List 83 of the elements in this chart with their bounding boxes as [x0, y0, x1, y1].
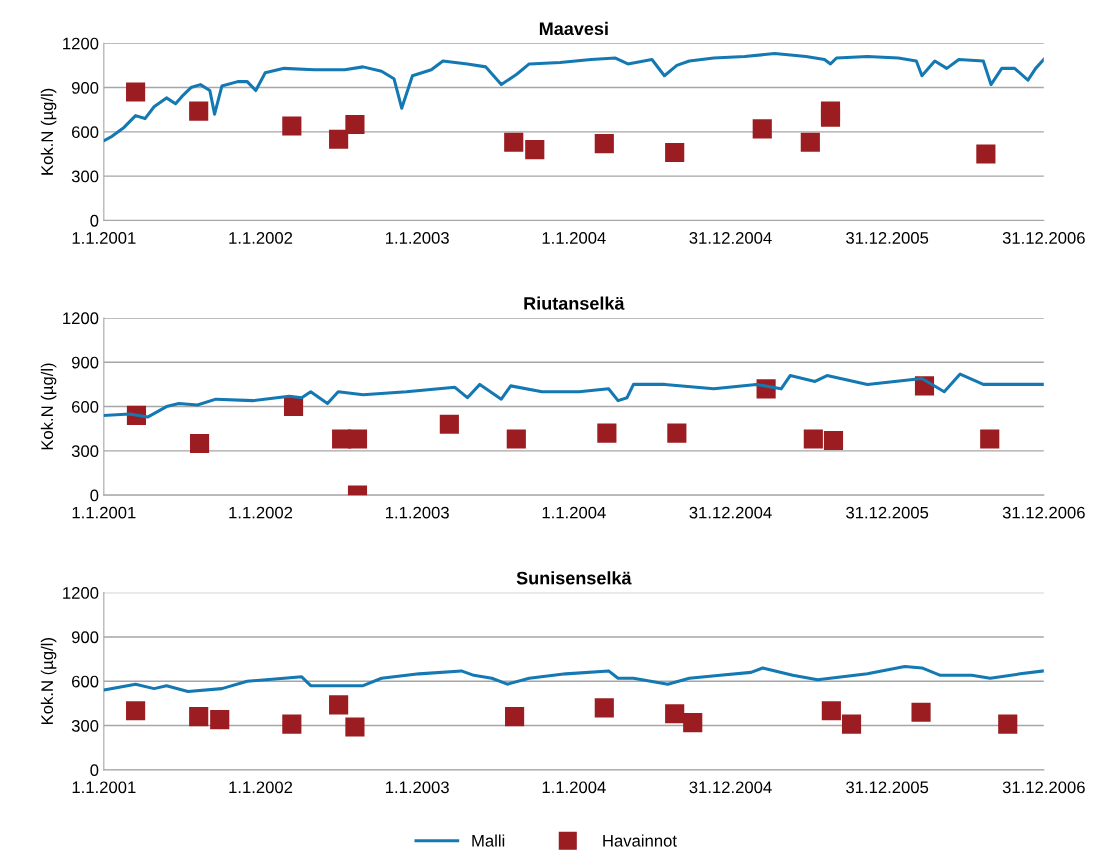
- point: [594, 134, 614, 154]
- point: [911, 702, 931, 722]
- x-tick-label: 1.1.2003: [386, 781, 449, 794]
- point: [976, 144, 996, 164]
- x-tick-label: 1.1.2001: [72, 506, 136, 519]
- point: [800, 132, 820, 152]
- point: [345, 114, 365, 135]
- point: [126, 701, 146, 721]
- point: [345, 717, 365, 737]
- point: [505, 707, 525, 727]
- y-tick-label: 600: [72, 126, 99, 139]
- x-tick-label: 31.12.2006: [1002, 232, 1085, 244]
- y-tick-label: 300: [71, 445, 99, 458]
- point: [439, 414, 459, 434]
- chart-title: Riutanselkä: [524, 296, 625, 310]
- point: [189, 707, 209, 727]
- y-tick-label: 600: [72, 675, 99, 688]
- point: [597, 423, 617, 443]
- x-tick-label: 1.1.2002: [229, 506, 293, 519]
- point: [329, 129, 349, 149]
- point: [667, 423, 687, 443]
- line-series: [103, 52, 1044, 143]
- x-tick-label: 1.1.2001: [72, 232, 136, 244]
- y-tick-label: 300: [71, 170, 99, 183]
- legend-label: Malli: [472, 834, 505, 847]
- x-tick-label: 1.1.2002: [229, 232, 293, 244]
- x-tick-label: 31.12.2005: [846, 506, 929, 519]
- x-tick-label: 1.1.2003: [386, 232, 449, 244]
- point: [282, 116, 302, 136]
- y-axis-title: Kok.N (µg/l): [40, 363, 57, 450]
- y-tick-label: 0: [90, 764, 99, 777]
- x-tick-label: 31.12.2005: [846, 781, 929, 794]
- x-tick-label: 31.12.2004: [689, 506, 772, 519]
- x-tick-label: 1.1.2004: [542, 781, 606, 794]
- point: [329, 695, 349, 715]
- y-tick-label: 1200: [63, 587, 99, 599]
- point: [665, 704, 685, 724]
- y-tick-label: 900: [71, 631, 99, 644]
- legend-label: Havainnot: [603, 834, 677, 847]
- y-tick-label: 0: [90, 489, 99, 502]
- line-series: [103, 664, 1044, 694]
- point: [126, 82, 146, 102]
- x-tick-label: 31.12.2004: [689, 232, 772, 244]
- x-tick-label: 1.1.2001: [72, 781, 136, 794]
- point: [282, 714, 302, 734]
- point: [841, 714, 862, 734]
- point: [752, 119, 772, 139]
- chart-title: Maavesi: [539, 21, 608, 36]
- x-tick-label: 31.12.2004: [689, 781, 772, 794]
- point: [189, 433, 210, 454]
- point: [820, 101, 841, 121]
- x-tick-label: 31.12.2006: [1002, 781, 1085, 794]
- y-axis-title: Kok.N (µg/l): [40, 88, 57, 175]
- x-tick-label: 31.12.2006: [1002, 506, 1085, 519]
- y-axis-title: Kok.N (µg/l): [40, 638, 57, 725]
- point: [803, 429, 823, 449]
- point: [525, 140, 545, 160]
- point: [821, 701, 841, 721]
- point: [210, 710, 230, 730]
- y-tick-label: 900: [71, 356, 99, 369]
- y-tick-label: 900: [71, 81, 99, 94]
- point: [665, 142, 685, 163]
- point: [189, 101, 209, 121]
- x-tick-label: 1.1.2002: [229, 781, 293, 794]
- x-tick-label: 1.1.2004: [542, 232, 606, 244]
- point: [283, 396, 304, 417]
- point: [998, 714, 1018, 734]
- point: [823, 430, 844, 451]
- y-tick-label: 1200: [63, 37, 99, 50]
- x-tick-label: 1.1.2004: [542, 506, 606, 519]
- y-tick-label: 0: [90, 214, 99, 227]
- y-tick-label: 600: [72, 400, 99, 413]
- chart-title: Sunisenselkä: [516, 571, 632, 585]
- point: [683, 713, 703, 733]
- point: [980, 429, 1000, 449]
- y-tick-label: 1200: [63, 312, 99, 325]
- x-tick-label: 1.1.2003: [386, 506, 449, 519]
- y-tick-label: 300: [71, 719, 99, 732]
- point: [347, 429, 368, 449]
- point: [594, 698, 614, 718]
- point: [504, 132, 524, 152]
- x-tick-label: 31.12.2005: [846, 232, 929, 244]
- point: [506, 429, 526, 449]
